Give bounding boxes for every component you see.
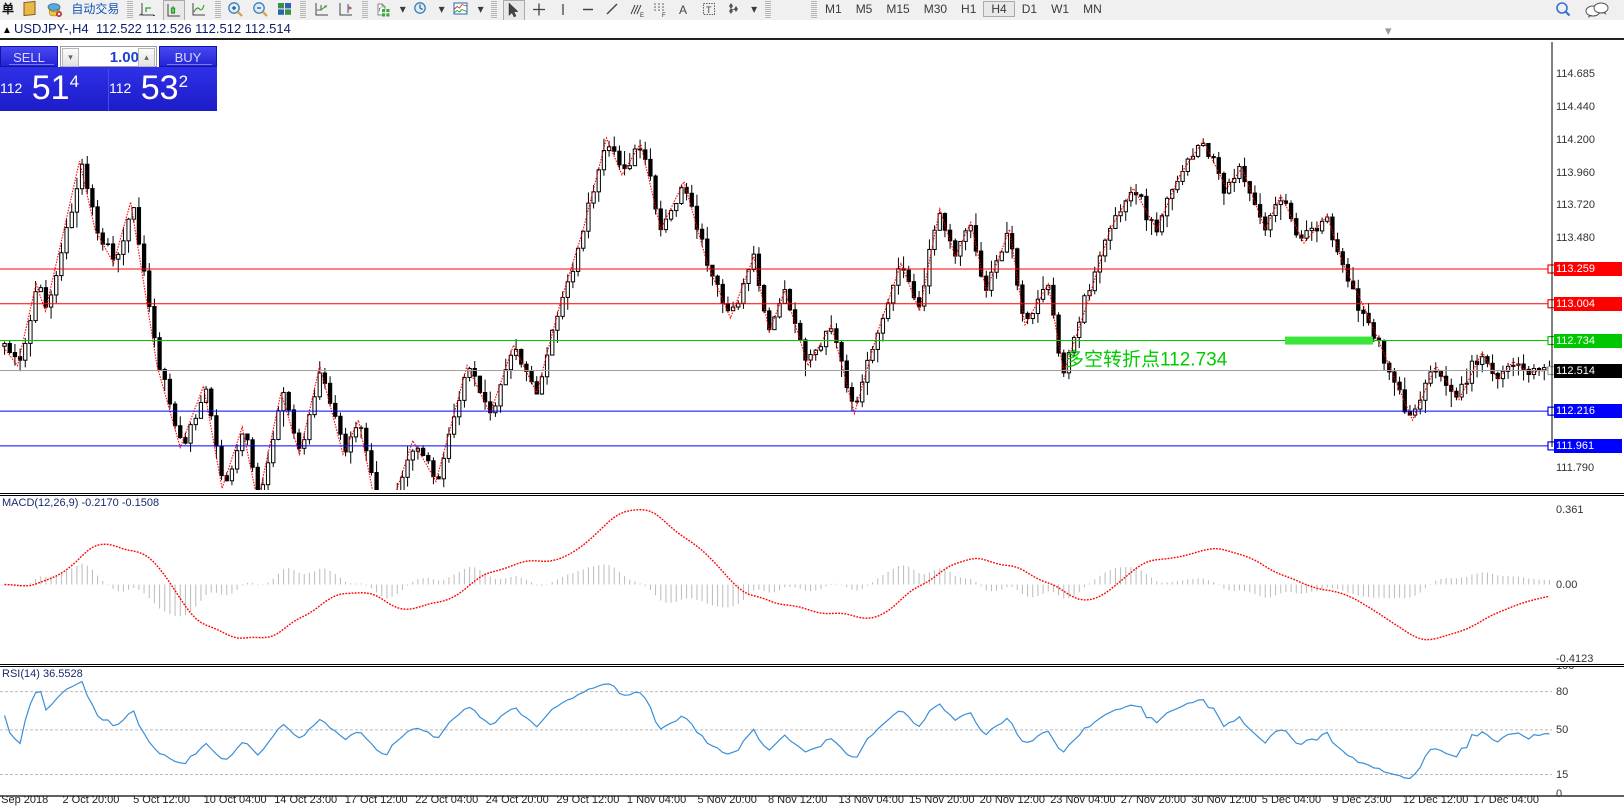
svg-text:F: F xyxy=(662,13,666,19)
svg-text:多空转折点112.734: 多空转折点112.734 xyxy=(1065,349,1228,371)
svg-text:E: E xyxy=(640,13,644,19)
svg-text:A: A xyxy=(679,3,687,17)
svg-text:T: T xyxy=(706,5,712,15)
